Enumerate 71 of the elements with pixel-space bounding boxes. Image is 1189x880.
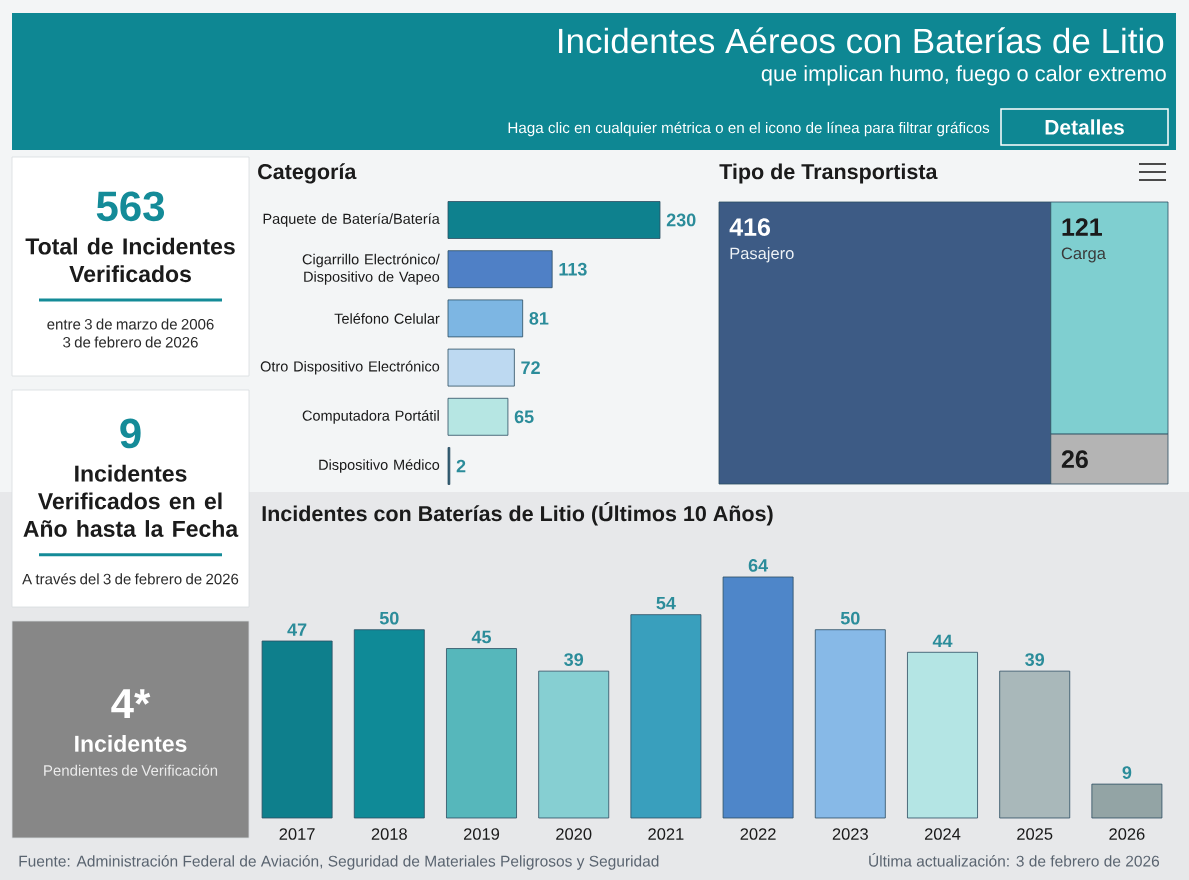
text: que implican humo, fuego o calor extremo: [761, 65, 1166, 86]
data-label: 39: [1025, 653, 1045, 666]
text: A través del 3 de febrero de 2026: [22, 573, 239, 585]
data-label: 47: [287, 623, 307, 636]
text: Incidentes: [75, 735, 187, 752]
category-label: Carga: [1061, 247, 1106, 263]
data-label: 2: [456, 459, 466, 473]
bar: [999, 670, 1071, 819]
data-label: 416: [729, 218, 771, 236]
bar: [446, 648, 517, 819]
data-label: 64: [748, 559, 769, 572]
x-tick-label: 2020: [556, 828, 592, 840]
bar: [447, 201, 661, 239]
x-tick-label: 2018: [371, 828, 407, 840]
bar: [630, 614, 702, 819]
x-tick-label: 2019: [463, 828, 500, 840]
data-label: 50: [840, 611, 860, 625]
data-label: 9: [1122, 766, 1132, 779]
y-tick-label: Paquete de Batería/Batería: [263, 213, 440, 227]
data-label: 50: [379, 611, 399, 625]
data-label: 45: [471, 630, 492, 644]
text: Tipo de Transportista: [719, 163, 938, 184]
text: 3 de febrero de 2026: [63, 336, 198, 348]
text: Detalles: [1045, 119, 1124, 135]
text: Incidentes Verificados en el Año hasta la Fecha: [23, 464, 239, 537]
chart-title: Incidentes con Baterías de Litio (Últimos 10 Años): [262, 501, 773, 526]
text: Total de Incidentes Verificados: [25, 237, 235, 283]
bar: [261, 640, 333, 819]
data-label: 26: [1061, 450, 1088, 469]
data-label: 54: [656, 596, 676, 610]
text: 4*: [111, 689, 151, 719]
bar: [538, 670, 610, 819]
bar: [447, 250, 553, 289]
text: 563: [96, 191, 165, 222]
bar: [722, 576, 794, 819]
text: Última actualización: 3 de febrero de 2026: [869, 853, 1160, 867]
x-tick-label: 2017: [279, 828, 315, 840]
text: entre 3 de marzo de 2006: [47, 318, 214, 330]
x-tick-label: 2023: [832, 828, 868, 840]
data-label: 65: [514, 410, 534, 424]
source-note: Fuente: Administración Federal de Aviación, Seguridad de Materiales Peligrosos y Seguridad: [19, 855, 659, 870]
bar: [1091, 783, 1163, 819]
data-label: 39: [564, 653, 584, 666]
chart-title: Categoría: [258, 163, 357, 184]
bar: [353, 629, 425, 819]
data-label: 121: [1062, 218, 1102, 236]
text: 9: [120, 418, 141, 449]
bar: [814, 629, 886, 819]
data-label: 44: [932, 634, 953, 648]
x-tick-label: 2024: [924, 828, 961, 840]
x-tick-label: 2026: [1109, 828, 1145, 840]
y-tick-label: Dispositivo Médico: [319, 459, 440, 473]
bar: [447, 348, 515, 387]
y-tick-label: Cigarrillo Electrónico/Dispositivo de Vapeo: [302, 253, 440, 285]
x-tick-label: 2022: [740, 828, 776, 840]
data-label: 113: [559, 262, 587, 276]
bar: [447, 397, 509, 436]
data-label: 72: [521, 361, 540, 374]
x-tick-label: 2021: [648, 828, 684, 840]
category-label: Pasajero: [730, 247, 794, 263]
bar: [447, 299, 524, 338]
text: Pendientes de Verificación: [44, 764, 218, 776]
text: Incidentes Aéreos con Baterías de Litio: [559, 27, 1164, 54]
x-tick-label: 2025: [1017, 828, 1053, 840]
data-label: 81: [529, 312, 549, 325]
bar: [907, 651, 978, 819]
text: Haga clic en cualquier métrica o en el icono de línea para filtrar gráficos: [508, 121, 990, 137]
y-tick-label: Otro Dispositivo Electrónico: [260, 360, 440, 375]
y-tick-label: Computadora Portátil: [302, 409, 439, 424]
data-label: 230: [666, 213, 696, 227]
y-tick-label: Teléfono Celular: [334, 312, 440, 324]
